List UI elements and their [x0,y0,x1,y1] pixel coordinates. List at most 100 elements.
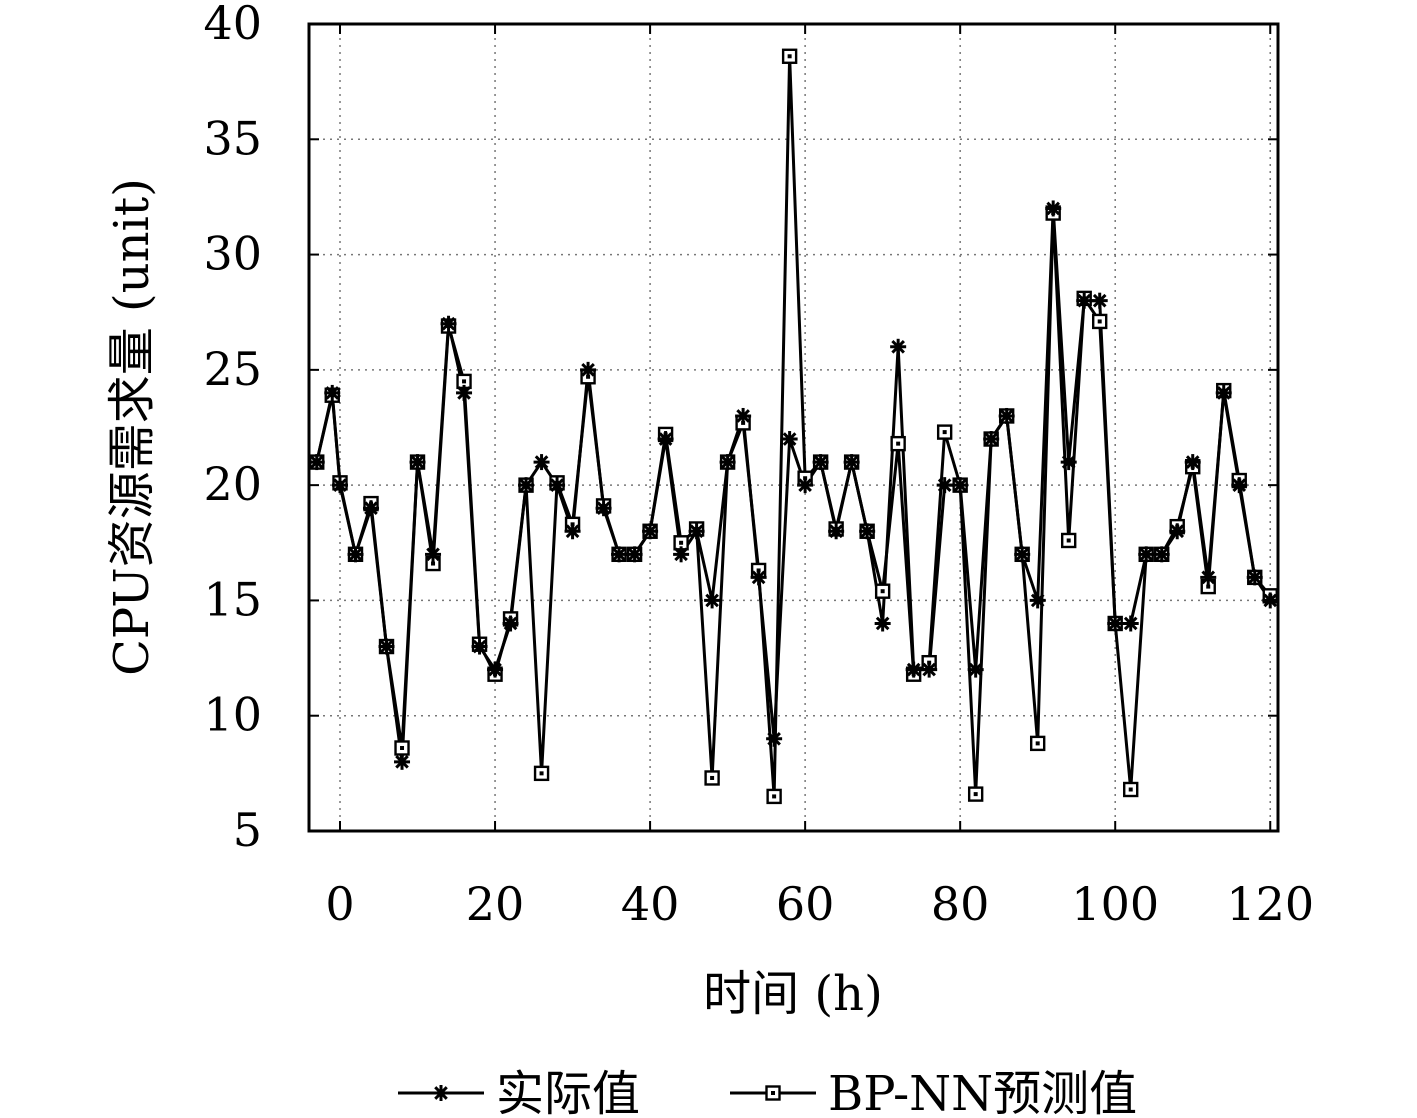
y-tick-label: 40 [203,0,262,50]
data-point-actual [1138,546,1155,563]
data-point-actual [363,500,380,517]
data-point-prediction [781,48,798,64]
data-point-actual [890,338,907,355]
series-line-1 [315,54,1272,798]
legend: 实际值 BP-NN预测值 [398,1066,1137,1118]
data-point-actual [735,407,752,424]
data-point-actual [518,477,535,494]
x-axis-title: 时间 (h) [703,966,883,1022]
y-tick-label: 25 [203,342,262,396]
data-point-actual [308,454,325,471]
data-point-actual [905,661,922,678]
data-point-actual [502,615,519,632]
data-point-actual [642,523,659,540]
data-point-actual [440,315,457,332]
data-point-actual [1060,454,1077,471]
data-point-actual [750,569,767,586]
data-point-prediction [673,535,689,551]
y-tick-label: 15 [203,572,262,626]
data-point-actual [859,523,876,540]
data-point-actual [1091,292,1108,309]
data-point-actual [998,407,1015,424]
data-point-actual [347,546,364,563]
data-point-actual [324,384,341,401]
data-point-prediction [1029,735,1046,752]
data-point-actual [1169,523,1186,540]
y-tick-label: 20 [203,457,262,511]
data-point-actual [921,661,938,678]
data-point-prediction [394,740,410,756]
data-point-prediction [890,435,906,452]
data-point-actual [688,523,705,540]
series-lines [315,54,1272,798]
data-point-actual [704,592,721,609]
x-tick-label: 40 [621,877,680,931]
data-point-prediction [967,786,984,802]
data-point-actual [1215,384,1232,401]
x-tick-label: 80 [931,877,990,931]
data-point-actual [797,477,814,494]
data-point-prediction [533,765,550,782]
data-point-actual [549,477,566,494]
data-point-actual [657,431,674,448]
data-point-prediction [1060,532,1077,549]
data-point-actual [378,638,395,655]
data-point-actual [394,753,411,770]
legend-label-bpnn: BP-NN预测值 [828,1066,1137,1118]
legend-square-glyph [765,1085,781,1101]
legend-label-actual: 实际值 [496,1066,640,1118]
data-point-prediction [936,424,953,440]
data-point-actual [595,500,612,517]
data-point-actual [1029,592,1046,609]
data-point-actual [781,431,798,448]
data-point-actual [1200,569,1217,586]
y-tick-label: 5 [233,803,262,857]
data-point-prediction [1092,313,1108,330]
legend-item-bpnn: BP-NN预测值 [730,1066,1137,1118]
legend-star-marker [433,1085,449,1101]
data-point-actual [1107,615,1124,632]
x-tick-label: 60 [776,877,835,931]
y-tick-label: 30 [203,227,262,281]
data-point-prediction [1123,781,1139,798]
plot-frame [307,22,1280,833]
data-point-actual [471,638,488,655]
data-point-prediction [874,583,891,599]
data-point-actual [719,454,736,471]
y-axis-title: CPU资源需求量 (unit) [104,178,160,676]
y-tick-label: 35 [203,111,262,165]
data-point-prediction [766,788,782,805]
data-point-actual [1184,454,1201,471]
data-point-actual [332,477,349,494]
data-point-actual [1014,546,1031,563]
data-point-actual [828,523,845,540]
data-point-actual [425,546,442,563]
data-point-actual [1231,477,1248,494]
data-point-prediction [704,770,720,786]
data-point-actual [1153,546,1170,563]
legend-star-glyph [433,1085,449,1101]
data-point-actual [1246,569,1263,586]
data-point-actual [952,477,969,494]
y-tick-label: 10 [203,688,262,742]
data-point-actual [1045,200,1062,217]
axis-ticks [309,23,1278,832]
data-point-actual [1122,615,1139,632]
data-point-actual [456,384,473,401]
data-point-actual [936,477,953,494]
data-point-actual [812,454,829,471]
x-tick-label: 120 [1226,877,1314,931]
data-point-actual [564,523,581,540]
data-point-actual [626,546,643,563]
data-point-actual [611,546,628,563]
data-point-actual [766,730,783,747]
data-point-actual [533,454,550,471]
data-point-actual [983,431,1000,448]
tick-labels: 0 20 40 60 80 100 120 5 10 15 20 25 30 35 40 [203,0,1314,931]
data-point-actual [874,615,891,632]
x-tick-label: 20 [466,877,525,931]
data-point-actual [487,661,504,678]
data-point-actual [409,454,426,471]
legend-square-marker [765,1085,781,1101]
